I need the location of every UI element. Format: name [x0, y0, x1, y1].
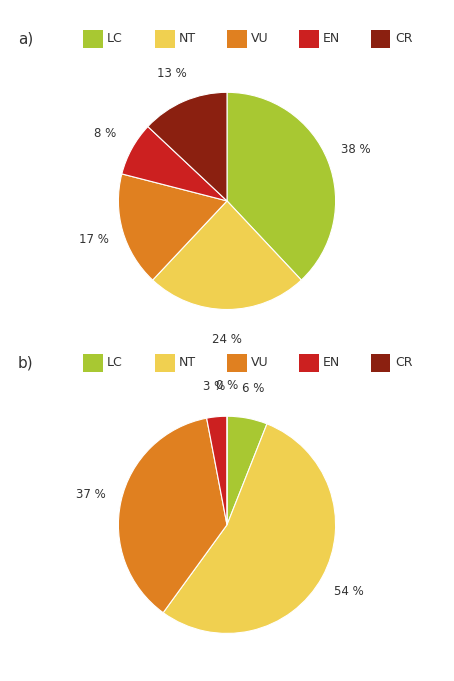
Text: EN: EN	[323, 33, 340, 46]
FancyBboxPatch shape	[371, 30, 390, 48]
FancyBboxPatch shape	[83, 30, 103, 48]
Wedge shape	[118, 418, 227, 613]
Text: 24 %: 24 %	[212, 334, 242, 347]
Text: EN: EN	[323, 356, 340, 369]
Text: b): b)	[18, 355, 34, 370]
FancyBboxPatch shape	[227, 353, 247, 372]
Text: 6 %: 6 %	[242, 382, 264, 395]
Text: VU: VU	[251, 33, 269, 46]
Text: 54 %: 54 %	[334, 585, 364, 599]
Text: 8 %: 8 %	[94, 127, 116, 140]
Wedge shape	[227, 93, 336, 280]
FancyBboxPatch shape	[299, 353, 319, 372]
Text: 3 %: 3 %	[203, 380, 225, 393]
Wedge shape	[153, 201, 301, 309]
Text: VU: VU	[251, 356, 269, 369]
FancyBboxPatch shape	[227, 30, 247, 48]
Text: 37 %: 37 %	[76, 488, 106, 501]
Text: CR: CR	[395, 33, 412, 46]
Text: CR: CR	[395, 356, 412, 369]
Wedge shape	[148, 93, 227, 201]
Text: 38 %: 38 %	[341, 143, 371, 156]
Text: LC: LC	[107, 33, 123, 46]
FancyBboxPatch shape	[83, 353, 103, 372]
FancyBboxPatch shape	[155, 353, 175, 372]
Wedge shape	[118, 174, 227, 280]
FancyBboxPatch shape	[299, 30, 319, 48]
Wedge shape	[122, 127, 227, 201]
FancyBboxPatch shape	[371, 353, 390, 372]
Wedge shape	[227, 416, 267, 525]
Text: a): a)	[18, 31, 33, 46]
Text: 0 %: 0 %	[216, 379, 238, 392]
Wedge shape	[207, 416, 227, 525]
FancyBboxPatch shape	[155, 30, 175, 48]
Text: 13 %: 13 %	[157, 67, 187, 80]
Wedge shape	[163, 424, 336, 633]
Text: NT: NT	[179, 33, 196, 46]
Text: NT: NT	[179, 356, 196, 369]
Text: LC: LC	[107, 356, 123, 369]
Text: 17 %: 17 %	[79, 233, 109, 247]
